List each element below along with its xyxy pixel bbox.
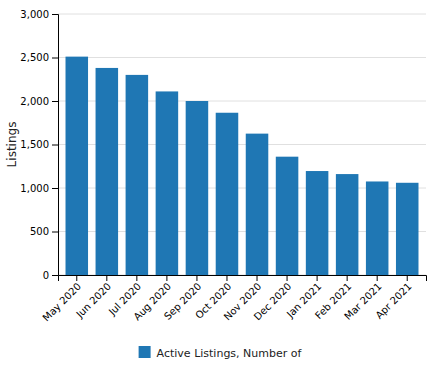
- x-tick-label: Apr 2021: [373, 281, 413, 321]
- bar: [306, 171, 329, 275]
- x-tick: Jun 2020: [73, 275, 113, 320]
- y-tick: 0: [43, 270, 58, 281]
- y-tick: 2,000: [20, 96, 58, 107]
- bar: [66, 57, 89, 275]
- x-tick-mark: [106, 275, 107, 281]
- y-tick-label: 2,000: [20, 96, 49, 107]
- y-tick-mark: [52, 145, 58, 146]
- bar: [96, 68, 119, 275]
- legend-label: Active Listings, Number of: [157, 347, 303, 360]
- y-tick-mark: [52, 275, 58, 276]
- x-tick-mark: [407, 275, 408, 281]
- x-tick-label: May 2020: [40, 281, 83, 324]
- y-tick-label: 500: [30, 226, 49, 237]
- legend-swatch: [139, 346, 151, 358]
- y-tick-mark: [52, 58, 58, 59]
- x-tick-mark: [317, 275, 318, 281]
- y-tick: 1,500: [20, 139, 58, 150]
- y-tick-mark: [52, 188, 58, 189]
- x-tick-mark: [76, 275, 77, 281]
- x-tick-mark: [347, 275, 348, 281]
- chart: 0 500 1,000 1,500 2,000 2,500 3,000 May 2020Jun…: [0, 0, 440, 367]
- bars: [66, 57, 419, 275]
- y-axis-line: [52, 15, 59, 276]
- x-axis-line: [59, 276, 427, 282]
- x-tick-mark: [166, 275, 167, 281]
- grid-line: [58, 57, 426, 58]
- y-tick-label: 0: [43, 270, 49, 281]
- y-tick-label: 3,000: [20, 9, 49, 20]
- x-tick-mark: [226, 275, 227, 281]
- x-tick: May 2020: [40, 275, 83, 323]
- y-tick: 1,000: [20, 183, 58, 194]
- y-axis-title: Listings: [5, 122, 19, 168]
- x-tick-mark: [196, 275, 197, 281]
- y-tick: 500: [30, 226, 58, 237]
- bar: [396, 183, 419, 275]
- x-tick-mark: [257, 275, 258, 281]
- legend: Active Listings, Number of: [139, 346, 303, 360]
- x-tick-mark: [136, 275, 137, 281]
- bar: [366, 181, 389, 275]
- y-tick-mark: [52, 101, 58, 102]
- x-tick-mark: [377, 275, 378, 281]
- bar: [246, 134, 269, 275]
- bar: [156, 91, 179, 275]
- bar: [276, 157, 299, 275]
- y-tick: 2,500: [20, 52, 58, 63]
- y-tick: 3,000: [20, 9, 58, 20]
- y-tick-mark: [52, 232, 58, 233]
- grid: [58, 14, 426, 275]
- y-tick-label: 2,500: [20, 52, 49, 63]
- bar: [126, 75, 149, 275]
- y-axis: 0 500 1,000 1,500 2,000 2,500 3,000: [20, 9, 58, 281]
- x-tick: Apr 2021: [373, 275, 413, 321]
- y-tick-label: 1,500: [20, 139, 49, 150]
- bar: [186, 101, 209, 275]
- grid-line: [58, 14, 426, 15]
- x-tick-label: Dec 2020: [252, 281, 294, 323]
- bar: [336, 174, 359, 275]
- x-tick-mark: [287, 275, 288, 281]
- x-tick-label: Jun 2020: [73, 281, 113, 321]
- bar: [216, 113, 239, 275]
- y-tick-label: 1,000: [20, 183, 49, 194]
- y-tick-mark: [52, 14, 58, 15]
- plot: 0 500 1,000 1,500 2,000 2,500 3,000 May 2020Jun…: [20, 9, 426, 324]
- x-axis: May 2020Jun 2020Jul 2020Aug 2020Sep 2020…: [40, 275, 426, 323]
